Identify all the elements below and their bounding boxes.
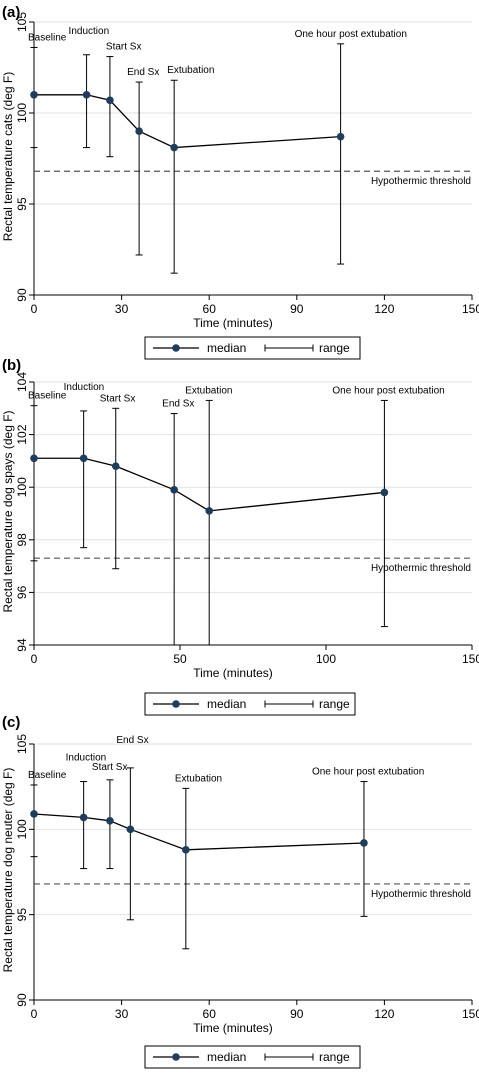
x-tick-label: 30 <box>115 302 129 316</box>
y-tick-label: 105 <box>15 734 29 754</box>
chart-panel-1: (a) 90 95 100 105 0 30 60 90 120 150 Time (minutes)… <box>1 4 479 360</box>
legend-box <box>144 692 356 716</box>
event-annotation: One hour post extubation <box>312 767 424 778</box>
x-tick-label: 120 <box>374 302 394 316</box>
median-point <box>79 813 88 822</box>
event-annotation: Induction <box>69 26 110 37</box>
panel-label: (a) <box>2 4 20 21</box>
median-point <box>111 462 120 470</box>
y-tick-label: 95 <box>15 197 29 211</box>
event-annotation: Start Sx <box>92 762 128 773</box>
x-axis-label: Time (minutes) <box>193 1021 273 1035</box>
legend-range-label: range <box>319 341 350 355</box>
legend-median-label: median <box>207 1050 246 1064</box>
x-axis-label: Time (minutes) <box>193 666 273 680</box>
event-annotation: Extubation <box>175 773 222 784</box>
x-tick-label: 60 <box>203 1007 217 1021</box>
x-tick-label: 50 <box>173 652 187 666</box>
median-point <box>126 825 135 834</box>
event-annotation: Start Sx <box>106 42 142 53</box>
chart-panel-3: (c) 90 95 100 105 0 30 60 90 120 150 Time (minutes)… <box>1 714 479 1069</box>
median-point <box>336 132 345 141</box>
event-annotation: Baseline <box>28 32 67 43</box>
chart-panel-2: (b) 94 96 98 100 102 104 0 50 100 150 Time (minutes… <box>1 357 479 716</box>
event-annotation: End Sx <box>162 399 194 410</box>
panel-label: (b) <box>2 357 21 374</box>
y-tick-label: 104 <box>15 372 29 392</box>
median-line <box>33 813 364 851</box>
x-tick-label: 30 <box>115 1007 129 1021</box>
median-point <box>170 486 178 494</box>
event-annotation: Extubation <box>185 385 232 396</box>
x-tick-label: 0 <box>31 1007 38 1021</box>
x-tick-label: 60 <box>203 302 217 316</box>
median-point <box>135 127 143 135</box>
x-tick-label: 150 <box>462 1007 479 1021</box>
y-tick-label: 100 <box>15 819 29 839</box>
event-annotation: End Sx <box>116 735 148 746</box>
y-tick-label: 94 <box>15 638 29 652</box>
median-point <box>82 91 91 99</box>
event-annotation: Baseline <box>28 770 67 781</box>
median-point <box>182 846 190 854</box>
legend-box <box>144 1045 361 1069</box>
legend-box <box>144 336 361 360</box>
y-tick-label: 90 <box>15 288 29 302</box>
legend-range-label: range <box>319 1050 350 1064</box>
x-tick-label: 100 <box>316 652 336 666</box>
y-tick-label: 102 <box>15 424 29 444</box>
x-tick-label: 90 <box>290 1007 304 1021</box>
panel-label: (c) <box>2 714 20 731</box>
median-point <box>106 96 114 105</box>
event-annotation: Baseline <box>28 391 67 402</box>
threshold-label: Hypothermic threshold <box>371 176 471 187</box>
y-axis-label: Rectal temperature dog spays (deg F) <box>1 410 15 612</box>
y-axis-label: Rectal temperature cats (deg F) <box>1 72 15 241</box>
median-point <box>360 839 368 847</box>
median-point <box>30 810 38 818</box>
legend-median-label: median <box>207 341 246 355</box>
median-point <box>205 507 213 515</box>
median-line <box>34 457 385 512</box>
x-tick-label: 150 <box>462 302 479 316</box>
x-tick-label: 0 <box>31 302 38 316</box>
x-tick-label: 120 <box>374 1007 394 1021</box>
median-line <box>34 94 341 149</box>
event-annotation: Start Sx <box>100 393 136 404</box>
threshold-label: Hypothermic threshold <box>371 889 471 900</box>
legend-median-label: median <box>207 697 246 711</box>
event-annotation: Extubation <box>167 65 214 76</box>
median-point <box>30 454 38 463</box>
legend-range-label: range <box>319 697 350 711</box>
y-tick-label: 96 <box>15 585 29 599</box>
y-tick-label: 100 <box>15 103 29 123</box>
y-tick-label: 105 <box>15 12 29 32</box>
y-tick-label: 98 <box>15 533 29 547</box>
event-annotation: End Sx <box>127 67 159 78</box>
median-point <box>79 454 88 463</box>
y-tick-label: 100 <box>15 477 29 497</box>
x-tick-label: 0 <box>31 652 38 666</box>
x-tick-label: 150 <box>462 652 479 666</box>
event-annotation: Induction <box>64 382 105 393</box>
median-point <box>380 488 389 497</box>
event-annotation: Induction <box>66 753 107 764</box>
threshold-label: Hypothermic threshold <box>371 563 471 574</box>
x-axis-label: Time (minutes) <box>193 316 273 330</box>
y-tick-label: 90 <box>15 993 29 1007</box>
median-point <box>30 91 38 99</box>
y-axis-label: Rectal temperature dog neuter (deg F) <box>1 768 15 973</box>
y-tick-label: 95 <box>15 908 29 922</box>
median-point <box>170 143 178 152</box>
legend-median-marker <box>172 344 180 352</box>
median-point <box>106 817 114 825</box>
event-annotation: One hour post extubation <box>295 29 407 40</box>
legend-median-marker <box>172 700 180 708</box>
legend-median-marker <box>172 1053 180 1061</box>
event-annotation: One hour post extubation <box>332 385 444 396</box>
x-tick-label: 90 <box>290 302 304 316</box>
